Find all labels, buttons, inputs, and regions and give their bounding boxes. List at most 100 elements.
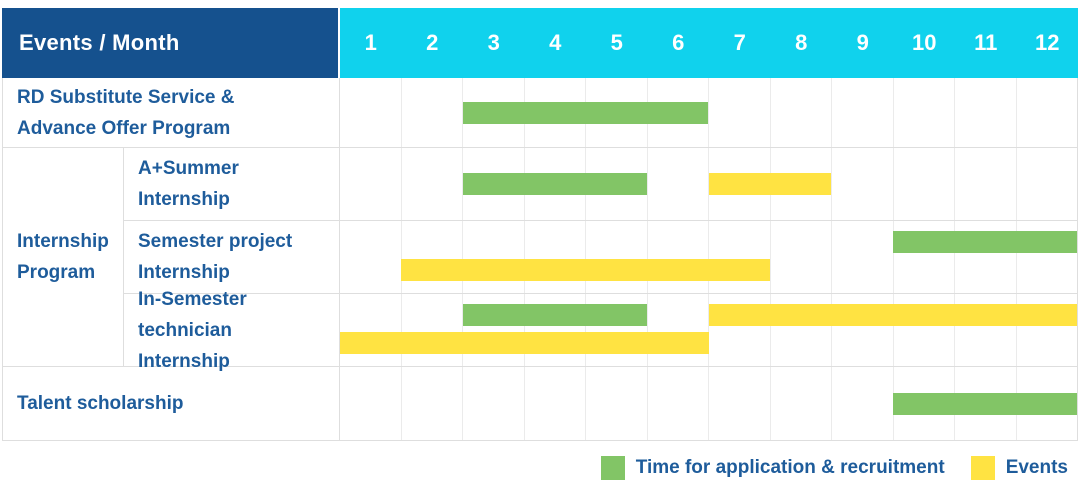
month-gridline <box>340 78 401 147</box>
month-gridline <box>523 294 586 366</box>
gantt-bar-yellow <box>340 332 709 354</box>
month-gridline <box>646 148 709 220</box>
month-gridline <box>400 294 463 366</box>
row-label-text: Semester project Internship <box>138 231 293 283</box>
gantt-bar-green <box>892 392 1077 415</box>
month-gridline <box>523 367 586 440</box>
month-gridline <box>1015 148 1078 220</box>
month-gridline <box>708 294 770 366</box>
row-label-text: Talent scholarship <box>17 393 184 414</box>
month-gridline <box>892 148 955 220</box>
month-gridline <box>340 367 401 440</box>
month-gridline <box>831 294 893 366</box>
month-gridline <box>954 78 1016 147</box>
month-gridline <box>769 294 832 366</box>
month-gridline <box>585 367 647 440</box>
group-label-cell: Internship Program <box>2 148 124 367</box>
month-gridline <box>892 294 955 366</box>
row-label: A+Summer Internship <box>124 148 340 221</box>
month-gridline <box>892 78 955 147</box>
month-header-cell: 6 <box>647 8 709 78</box>
month-gridline <box>769 221 832 293</box>
month-header-cell: 11 <box>955 8 1017 78</box>
schedule-gantt-table: Events / Month 1 2 3 4 5 6 7 8 9 10 11 12 RD Substit… <box>2 8 1078 441</box>
legend-label: Events <box>1005 457 1068 478</box>
month-gridline <box>400 148 463 220</box>
month-header-cell: 3 <box>463 8 525 78</box>
month-gridline <box>340 148 401 220</box>
month-gridline <box>340 294 401 366</box>
month-gridline <box>462 148 524 220</box>
month-gridline <box>1015 221 1078 293</box>
row-label-text: A+Summer Internship <box>138 158 239 210</box>
month-gridline <box>831 221 893 293</box>
row-label: Semester project Internship <box>124 221 340 294</box>
legend: Time for application & recruitment Events <box>600 443 1068 493</box>
row-label-text: RD Substitute Service & Advance Offer Pro… <box>17 86 235 139</box>
gantt-bar-yellow <box>401 259 770 281</box>
month-gridline <box>462 221 524 293</box>
legend-swatch-yellow-icon <box>970 456 995 480</box>
chart-row <box>340 78 1078 148</box>
legend-swatch-green-icon <box>600 456 625 480</box>
month-gridline <box>646 294 709 366</box>
gantt-bar-green <box>462 173 648 195</box>
month-gridline <box>1015 294 1078 366</box>
month-header-cell: 2 <box>401 8 463 78</box>
row-label-text: In-Semester technician Internship <box>138 288 247 372</box>
month-gridline <box>708 221 770 293</box>
legend-label: Time for application & recruitment <box>635 457 945 478</box>
month-gridline <box>831 148 893 220</box>
month-gridline <box>646 221 709 293</box>
month-gridlines <box>340 294 1077 366</box>
corner-header: Events / Month <box>2 8 340 78</box>
month-gridline <box>831 367 893 440</box>
month-gridlines <box>340 78 1077 147</box>
month-header-cell: 12 <box>1016 8 1078 78</box>
month-gridline <box>954 294 1016 366</box>
month-gridline <box>523 221 586 293</box>
month-gridline <box>400 367 463 440</box>
month-gridline <box>340 221 401 293</box>
legend-item: Events <box>970 456 1068 480</box>
month-header-cell: 9 <box>832 8 894 78</box>
month-gridline <box>708 367 770 440</box>
month-gridline <box>400 221 463 293</box>
chart-row <box>340 294 1078 367</box>
month-gridline <box>585 221 647 293</box>
row-label: RD Substitute Service & Advance Offer Pro… <box>2 78 340 148</box>
month-gridline <box>708 78 770 147</box>
month-header-cell: 4 <box>524 8 586 78</box>
month-gridline <box>769 78 832 147</box>
month-gridline <box>892 221 955 293</box>
month-gridline <box>400 78 463 147</box>
month-gridline <box>462 78 524 147</box>
gantt-bar-green <box>462 304 648 326</box>
legend-item: Time for application & recruitment <box>600 456 945 480</box>
month-header-cell: 8 <box>770 8 832 78</box>
month-header-cell: 10 <box>893 8 955 78</box>
month-gridline <box>954 148 1016 220</box>
group-label: Internship Program <box>17 231 109 283</box>
month-gridline <box>954 221 1016 293</box>
month-gridline <box>1015 78 1078 147</box>
row-label: In-Semester technician Internship <box>124 289 340 372</box>
gantt-bar-yellow <box>708 304 1077 326</box>
gantt-bar-green <box>892 231 1077 253</box>
gantt-bar-green <box>462 101 709 124</box>
chart-row <box>340 221 1078 294</box>
chart-row <box>340 148 1078 221</box>
row-label: Talent scholarship <box>2 367 340 441</box>
month-header-cell: 5 <box>586 8 648 78</box>
month-gridlines <box>340 221 1077 293</box>
month-header-cell: 1 <box>340 8 402 78</box>
month-gridline <box>462 367 524 440</box>
chart-row <box>340 367 1078 441</box>
gantt-bar-yellow <box>708 173 832 195</box>
month-header-cell: 7 <box>709 8 771 78</box>
month-gridline <box>462 294 524 366</box>
month-gridline <box>831 78 893 147</box>
month-gridline <box>708 148 770 220</box>
month-gridline <box>585 294 647 366</box>
month-gridline <box>769 367 832 440</box>
